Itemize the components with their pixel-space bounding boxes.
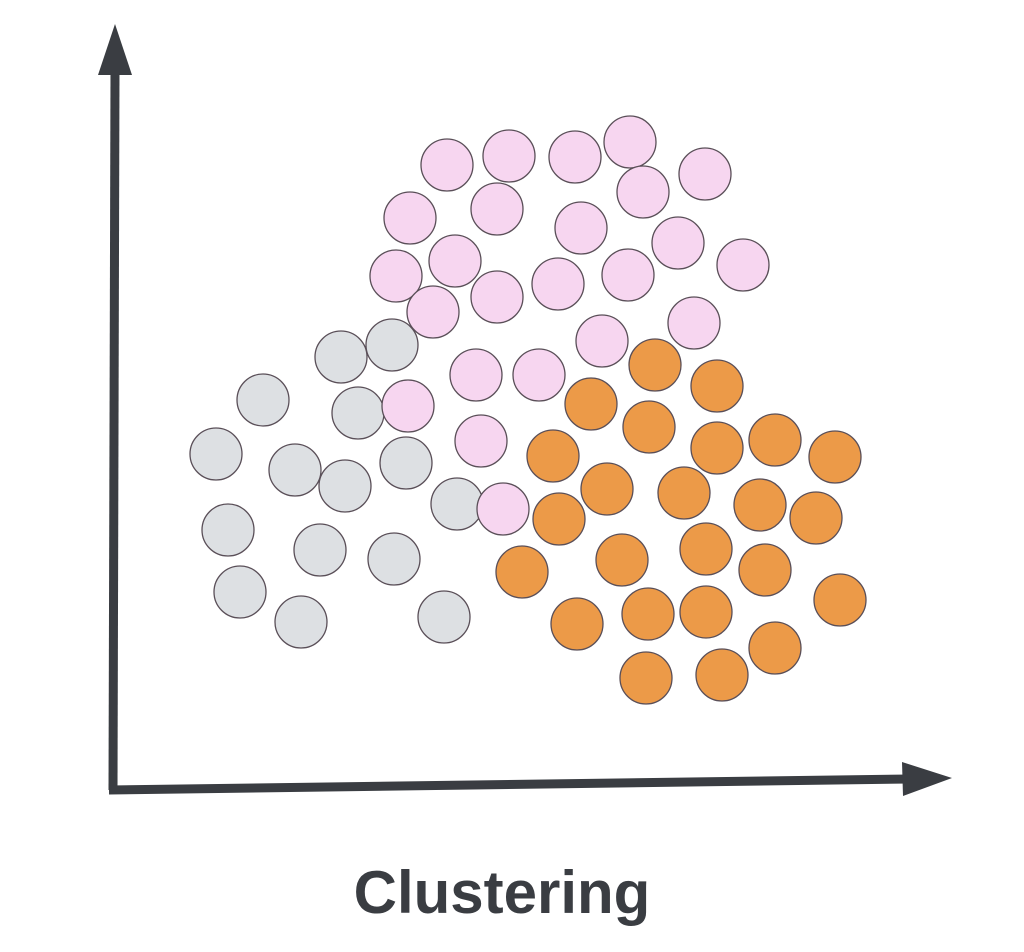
point-orange bbox=[526, 429, 580, 483]
point-orange bbox=[789, 491, 843, 545]
point-gray bbox=[318, 459, 372, 513]
point-orange bbox=[595, 533, 649, 587]
point-gray bbox=[365, 318, 419, 372]
point-pink bbox=[482, 129, 536, 183]
point-orange bbox=[748, 621, 802, 675]
point-pink bbox=[575, 314, 629, 368]
point-pink bbox=[678, 147, 732, 201]
point-gray bbox=[201, 503, 255, 557]
point-orange bbox=[657, 466, 711, 520]
point-pink bbox=[531, 257, 585, 311]
point-pink bbox=[428, 234, 482, 288]
point-gray bbox=[314, 330, 368, 384]
point-pink bbox=[381, 379, 435, 433]
point-orange bbox=[695, 648, 749, 702]
point-pink bbox=[667, 296, 721, 350]
x-axis-arrowhead bbox=[902, 762, 952, 796]
point-orange bbox=[580, 462, 634, 516]
point-gray bbox=[274, 595, 328, 649]
point-pink bbox=[369, 249, 423, 303]
point-pink bbox=[651, 216, 705, 270]
data-points bbox=[189, 115, 867, 705]
point-pink bbox=[420, 138, 474, 192]
diagram-title: Clustering bbox=[353, 859, 651, 926]
point-orange bbox=[495, 545, 549, 599]
point-pink bbox=[601, 248, 655, 302]
point-pink bbox=[454, 414, 508, 468]
point-gray bbox=[367, 532, 421, 586]
point-orange bbox=[690, 421, 744, 475]
axes bbox=[98, 24, 952, 796]
point-orange bbox=[532, 492, 586, 546]
point-pink bbox=[603, 115, 657, 169]
y-axis bbox=[108, 69, 120, 791]
point-gray bbox=[189, 427, 243, 481]
point-orange bbox=[619, 651, 673, 705]
point-gray bbox=[293, 523, 347, 577]
point-gray bbox=[213, 565, 267, 619]
point-pink bbox=[512, 348, 566, 402]
point-orange bbox=[748, 413, 802, 467]
point-gray bbox=[379, 436, 433, 490]
point-orange bbox=[813, 573, 867, 627]
point-pink bbox=[383, 191, 437, 245]
point-gray bbox=[430, 477, 484, 531]
x-axis bbox=[108, 774, 911, 795]
point-pink bbox=[470, 270, 524, 324]
point-pink bbox=[554, 201, 608, 255]
point-orange bbox=[621, 587, 675, 641]
point-orange bbox=[679, 522, 733, 576]
point-orange bbox=[564, 377, 618, 431]
point-gray bbox=[417, 590, 471, 644]
point-pink bbox=[449, 348, 503, 402]
point-orange bbox=[550, 597, 604, 651]
point-orange bbox=[733, 478, 787, 532]
point-pink bbox=[548, 130, 602, 184]
point-orange bbox=[808, 430, 862, 484]
y-axis-arrowhead bbox=[98, 24, 132, 75]
point-orange bbox=[622, 400, 676, 454]
point-pink bbox=[716, 238, 770, 292]
point-gray bbox=[268, 443, 322, 497]
point-orange bbox=[679, 585, 733, 639]
point-pink bbox=[470, 182, 524, 236]
point-orange bbox=[690, 359, 744, 413]
point-pink bbox=[616, 165, 670, 219]
point-orange bbox=[738, 543, 792, 597]
point-orange bbox=[628, 338, 682, 392]
point-pink bbox=[476, 482, 530, 536]
point-gray bbox=[236, 373, 290, 427]
point-gray bbox=[331, 386, 385, 440]
point-pink bbox=[406, 285, 460, 339]
